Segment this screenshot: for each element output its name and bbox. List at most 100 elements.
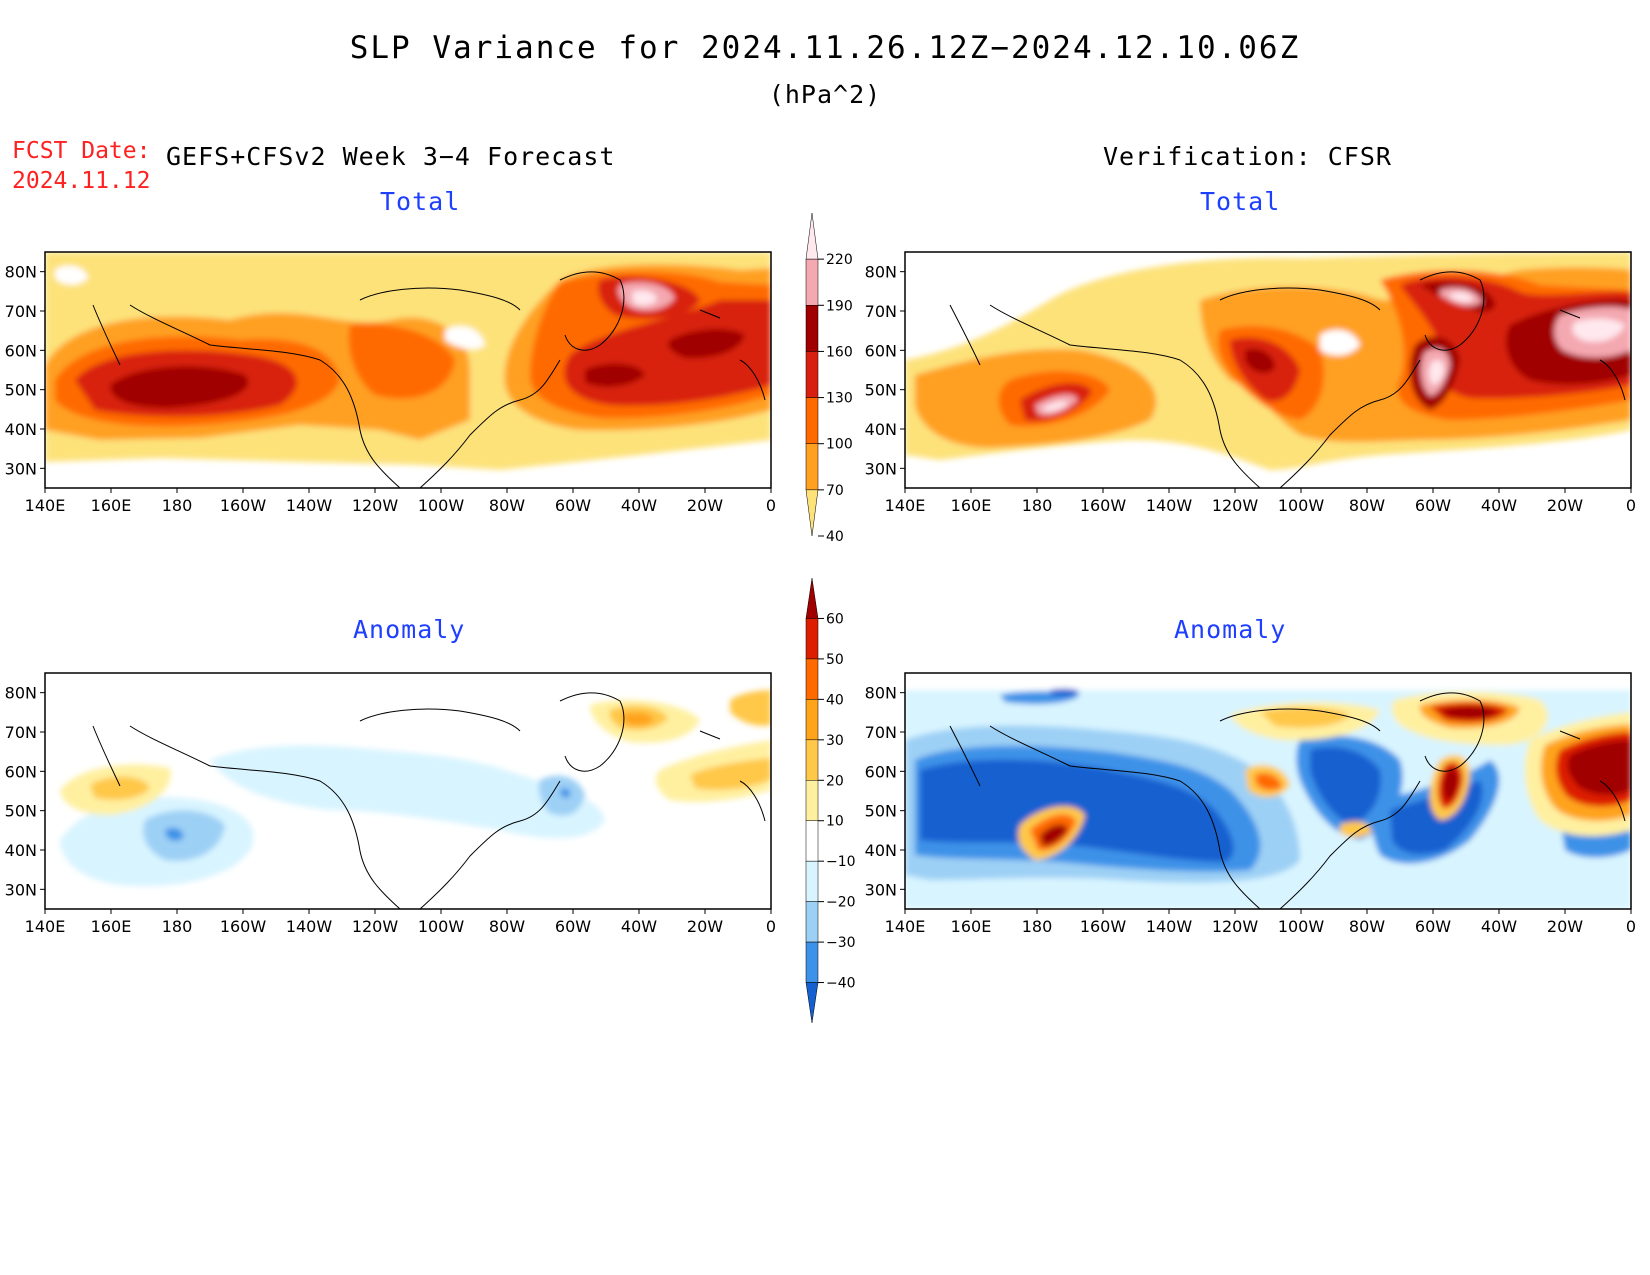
panel-title-verification-total: Total [1200, 187, 1281, 216]
total-colorbar-label: 100 [826, 437, 853, 453]
panel-title-forecast-anomaly: Anomaly [353, 615, 466, 644]
frame-verification-anomaly [904, 672, 1632, 910]
frame-forecast-anomaly [44, 672, 772, 910]
lat-tick-label: 30N [865, 880, 897, 899]
total-colorbar-swatch [805, 351, 819, 398]
lon-tick-label: 100W [418, 917, 465, 936]
lat-tick-label: 70N [865, 723, 897, 742]
anomaly-colorbar-swatch [805, 860, 819, 902]
anomaly-colorbar-swatch [805, 577, 819, 619]
lon-tick-label: 40W [1481, 917, 1517, 936]
total-colorbar-swatch [805, 489, 819, 537]
lon-tick-label: 160W [1080, 917, 1127, 936]
lat-tick-label: 50N [865, 802, 897, 821]
lon-tick-label: 140W [1146, 917, 1193, 936]
total-colorbar-swatch [805, 397, 819, 444]
total-colorbar-swatch [805, 305, 819, 352]
lon-tick-label: 160E [951, 496, 992, 515]
lon-tick-label: 80W [1349, 917, 1385, 936]
anomaly-colorbar-label: 40 [826, 692, 844, 708]
anomaly-colorbar-swatch [805, 941, 819, 983]
lat-tick-label: 40N [5, 841, 37, 860]
lat-tick-label: 80N [5, 263, 37, 282]
total-colorbar-label: 40 [826, 529, 844, 545]
lat-tick-label: 60N [865, 762, 897, 781]
axes-layer: 140E 160E 180 160W 140W 120W 100W 80W 60W 40W 20W 0… [5, 263, 1636, 936]
lon-tick-label: 80W [489, 496, 525, 515]
lat-tick-label: 40N [865, 841, 897, 860]
lon-tick-label: 20W [1547, 496, 1583, 515]
lon-tick-label: 160W [220, 917, 267, 936]
lat-tick-label: 70N [5, 302, 37, 321]
frame-verification-total [904, 251, 1632, 489]
lon-tick-label: 140E [25, 917, 66, 936]
lat-tick-label: 60N [865, 341, 897, 360]
lon-tick-label: 60W [1415, 917, 1451, 936]
lon-tick-label: 100W [1278, 496, 1325, 515]
anomaly-colorbar-label: 20 [826, 773, 844, 789]
total-colorbar-label: 220 [826, 252, 853, 268]
lon-tick-label: 140E [885, 496, 926, 515]
verification-total-map [905, 252, 1631, 488]
lon-tick-label: 140E [885, 917, 926, 936]
anomaly-colorbar-label: 50 [826, 652, 844, 668]
forecast-date-label: FCST Date: [12, 138, 151, 164]
lon-tick-label: 160W [220, 496, 267, 515]
total-colorbar-label: 160 [826, 344, 853, 360]
anomaly-colorbar-label: 30 [826, 733, 844, 749]
frame-forecast-total [44, 251, 772, 489]
lat-tick-label: 50N [865, 381, 897, 400]
lon-tick-label: 20W [687, 496, 723, 515]
anomaly-colorbar-swatch [805, 739, 819, 781]
verification-anomaly-map [905, 673, 1631, 909]
lat-tick-label: 70N [5, 723, 37, 742]
anomaly-colorbar-swatch [805, 820, 819, 862]
anomaly-colorbar-label: 60 [826, 611, 844, 627]
total-colorbar-label: 130 [826, 391, 853, 407]
lon-tick-label: 20W [687, 917, 723, 936]
lon-tick-label: 160E [951, 917, 992, 936]
anomaly-colorbar-swatch [805, 699, 819, 741]
lat-tick-label: 60N [5, 762, 37, 781]
anomaly-colorbar-label: −10 [826, 854, 856, 870]
lon-tick-label: 0 [766, 496, 776, 515]
lat-tick-label: 30N [5, 459, 37, 478]
anomaly-colorbar-label: −30 [826, 935, 856, 951]
lon-tick-label: 160E [91, 496, 132, 515]
anomaly-colorbar-swatch [805, 618, 819, 660]
lon-tick-label: 180 [1022, 917, 1053, 936]
lat-tick-label: 70N [865, 302, 897, 321]
coastlines [92, 271, 1626, 909]
lon-tick-label: 160W [1080, 496, 1127, 515]
lat-tick-label: 30N [865, 459, 897, 478]
lon-tick-label: 120W [1212, 917, 1259, 936]
lon-tick-label: 180 [162, 496, 193, 515]
lon-tick-label: 60W [555, 496, 591, 515]
lon-tick-label: 80W [489, 917, 525, 936]
lon-tick-label: 120W [1212, 496, 1259, 515]
chart-title: SLP Variance for 2024.11.26.12Z−2024.12.… [349, 30, 1301, 66]
lon-tick-label: 160E [91, 917, 132, 936]
forecast-total-map [45, 252, 771, 488]
lon-tick-label: 140W [286, 496, 333, 515]
lon-tick-label: 80W [1349, 496, 1385, 515]
anomaly-colorbar-label: −20 [826, 895, 856, 911]
lon-tick-label: 120W [352, 496, 399, 515]
lon-tick-label: 140E [25, 496, 66, 515]
anomaly-colorbar-swatch [805, 658, 819, 700]
total-colorbar-label: 70 [826, 483, 844, 499]
lat-tick-label: 50N [5, 381, 37, 400]
lat-tick-label: 40N [865, 420, 897, 439]
lon-tick-label: 60W [555, 917, 591, 936]
total-colorbar-label: 190 [826, 298, 853, 314]
colorbars: 220 190 160 130 100 70 40 60 50 40 30 20 10 −10 −20 −30… [805, 212, 856, 1024]
forecast-date-value: 2024.11.12 [12, 168, 151, 194]
lat-tick-label: 80N [865, 684, 897, 703]
anomaly-colorbar-swatch [805, 780, 819, 821]
lon-tick-label: 40W [1481, 496, 1517, 515]
anomaly-colorbar-swatch [805, 901, 819, 943]
lon-tick-label: 40W [621, 496, 657, 515]
lon-tick-label: 40W [621, 917, 657, 936]
total-colorbar-swatch [805, 443, 819, 491]
